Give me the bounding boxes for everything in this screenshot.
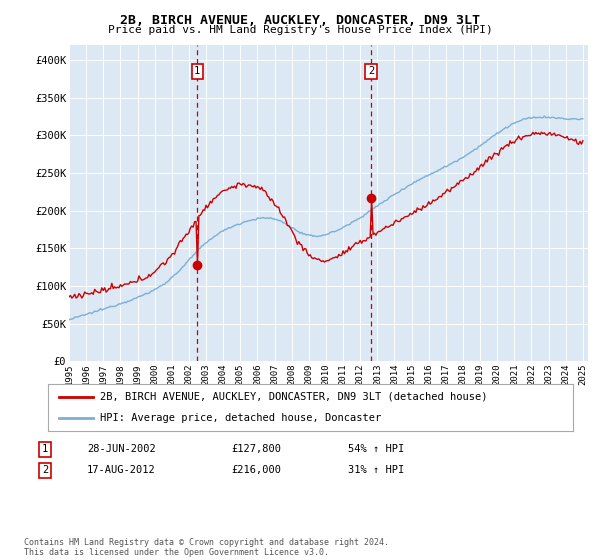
Text: HPI: Average price, detached house, Doncaster: HPI: Average price, detached house, Donc… <box>101 413 382 423</box>
Text: 1: 1 <box>194 66 200 76</box>
Text: £127,800: £127,800 <box>231 444 281 454</box>
Text: 17-AUG-2012: 17-AUG-2012 <box>87 465 156 475</box>
Text: 2B, BIRCH AVENUE, AUCKLEY, DONCASTER, DN9 3LT: 2B, BIRCH AVENUE, AUCKLEY, DONCASTER, DN… <box>120 14 480 27</box>
Text: Contains HM Land Registry data © Crown copyright and database right 2024.
This d: Contains HM Land Registry data © Crown c… <box>24 538 389 557</box>
Text: 2: 2 <box>42 465 48 475</box>
Text: 54% ↑ HPI: 54% ↑ HPI <box>348 444 404 454</box>
Text: 2: 2 <box>368 66 374 76</box>
Text: 1: 1 <box>42 444 48 454</box>
Text: 31% ↑ HPI: 31% ↑ HPI <box>348 465 404 475</box>
Text: 28-JUN-2002: 28-JUN-2002 <box>87 444 156 454</box>
Text: 2B, BIRCH AVENUE, AUCKLEY, DONCASTER, DN9 3LT (detached house): 2B, BIRCH AVENUE, AUCKLEY, DONCASTER, DN… <box>101 392 488 402</box>
Text: £216,000: £216,000 <box>231 465 281 475</box>
Text: Price paid vs. HM Land Registry's House Price Index (HPI): Price paid vs. HM Land Registry's House … <box>107 25 493 35</box>
